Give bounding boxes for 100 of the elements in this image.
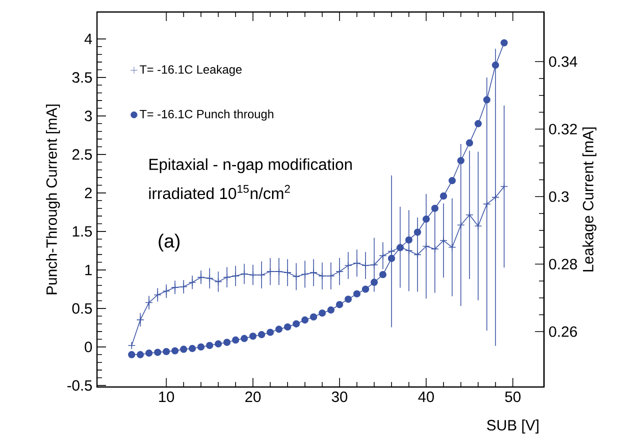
y2-axis-title: Leakage Current [mA] [582,128,596,272]
legend-label: T= -16.1C Punch through [140,110,274,121]
y2-tick-label: 0.32 [549,124,577,134]
point [275,326,283,333]
point [336,301,344,308]
point [188,278,196,286]
point [145,298,153,307]
point [500,39,508,46]
point [249,332,257,340]
point [154,348,162,356]
annotation: irradiated 10$^{15}$n/cm$^{2}$ [149,184,290,200]
point [344,296,352,303]
point [206,342,214,350]
point [352,259,361,268]
y2-tick-label: 0.26 [549,326,577,337]
point [456,221,465,229]
point [362,262,370,270]
point [310,268,318,276]
point [275,268,283,276]
annotation: Epitaxial - n-gap modification [149,158,352,174]
point [145,350,153,357]
y-tick-label: 1 [85,264,92,276]
point [336,268,344,276]
point [258,331,266,338]
annotation: (a) [158,234,180,252]
point [180,282,188,291]
x-tick-label: 10 [159,392,174,402]
point [266,268,274,276]
x-tick-label: 20 [245,392,261,402]
point [327,306,334,314]
point [378,252,387,260]
point [266,328,274,336]
point [232,336,240,344]
point [180,346,188,353]
point [197,273,205,282]
point [466,210,474,219]
point [448,177,456,184]
y-tick-label: 2 [84,188,92,198]
y-tick-label: 3 [84,110,92,122]
point [353,290,360,298]
point [223,273,231,282]
point [492,193,500,202]
point [379,270,386,278]
y2-tick-label: 0.3 [549,191,569,202]
y-tick-label: 0 [84,342,92,352]
x-axis-title: SUB [V] [487,420,538,434]
point [310,313,318,321]
point [214,340,222,348]
point [440,236,448,244]
point [162,287,170,296]
y2-tick-label: 0.34 [549,56,578,67]
y-axis-title: Punch-Through Current [mA] [46,104,60,294]
y-tick-label: 2.5 [72,149,92,160]
y2-tick-label: 0.28 [549,258,577,270]
point [284,268,292,276]
y-tick-label: 0.5 [72,303,92,314]
point [284,323,292,331]
legend-label: T= -16.1C Leakage [140,64,242,76]
point [422,242,430,250]
point [370,260,378,269]
y-tick-label: -0.5 [67,380,92,391]
point [154,290,162,299]
point [301,316,309,324]
x-tick-label: 50 [505,392,521,402]
point [292,320,300,328]
point [500,182,508,190]
point [171,347,179,354]
point [414,250,422,259]
point [128,342,136,350]
point [430,245,439,253]
point [457,157,464,164]
point [440,192,448,200]
point [404,246,413,255]
point [136,351,144,358]
point [188,344,196,352]
point [318,272,326,280]
point [249,271,257,279]
point [292,272,300,281]
point [318,309,326,317]
point [197,343,205,351]
point [482,200,491,208]
point [474,222,482,230]
point [362,286,370,293]
point [128,351,136,358]
y-tick-label: 1.5 [72,226,92,237]
point [344,262,352,270]
point [206,274,214,282]
point [388,247,396,256]
point [474,120,482,128]
point [223,338,231,346]
x-tick-label: 40 [418,392,434,402]
point [162,348,170,356]
y-tick-label: 3.5 [72,72,92,83]
point [240,334,248,342]
x-tick-label: 30 [332,392,348,402]
point [214,278,222,286]
point [240,270,248,278]
y-tick-label: 4 [84,34,92,44]
point [422,216,430,223]
point [301,270,309,278]
